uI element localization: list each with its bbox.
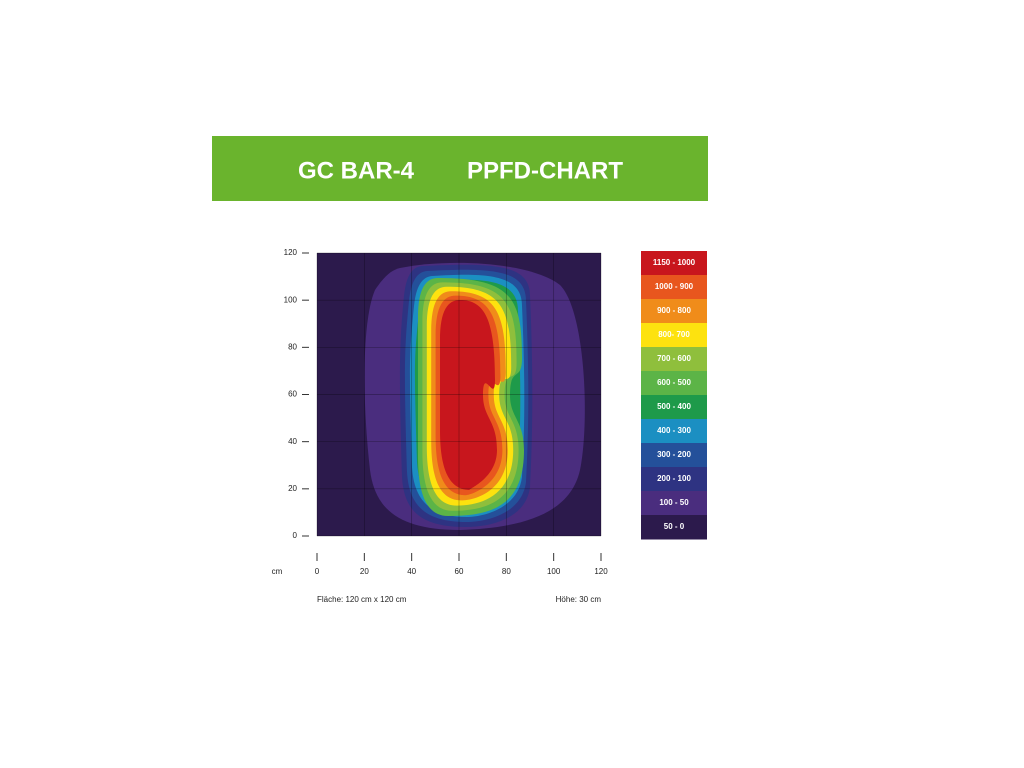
legend-swatch bbox=[641, 299, 707, 324]
legend-label: 900 - 800 bbox=[657, 306, 691, 315]
x-tick-label: 100 bbox=[547, 567, 561, 576]
y-tick-label: 80 bbox=[288, 342, 297, 351]
legend-label: 200 - 100 bbox=[657, 474, 691, 483]
legend-label: 400 - 300 bbox=[657, 426, 691, 435]
legend-swatch bbox=[641, 275, 707, 300]
y-tick-label: 40 bbox=[288, 437, 297, 446]
x-tick-label: 80 bbox=[502, 567, 511, 576]
legend-swatch bbox=[641, 395, 707, 420]
x-axis-label: cm bbox=[272, 567, 283, 576]
x-tick-label: 20 bbox=[360, 567, 369, 576]
legend-label: 300 - 200 bbox=[657, 450, 691, 459]
contour-band bbox=[440, 300, 497, 490]
legend-swatch bbox=[641, 515, 707, 540]
banner bbox=[212, 136, 708, 201]
legend-label: 600 - 500 bbox=[657, 378, 691, 387]
x-tick-label: 40 bbox=[407, 567, 416, 576]
legend-swatch bbox=[641, 323, 707, 348]
legend-swatch bbox=[641, 347, 707, 372]
legend-label: 1150 - 1000 bbox=[653, 258, 696, 267]
legend-swatch bbox=[641, 419, 707, 444]
note: Höhe: 30 cm bbox=[556, 595, 602, 604]
x-tick-label: 60 bbox=[455, 567, 464, 576]
legend-label: 800- 700 bbox=[658, 330, 690, 339]
legend-swatch bbox=[641, 491, 707, 516]
legend-label: 700 - 600 bbox=[657, 354, 691, 363]
x-tick-label: 0 bbox=[315, 567, 320, 576]
chart-title: GC BAR-4 bbox=[298, 157, 415, 184]
note: Fläche: 120 cm x 120 cm bbox=[317, 595, 407, 604]
legend-label: 1000 - 900 bbox=[655, 282, 694, 291]
chart-subtitle: PPFD-CHART bbox=[467, 157, 623, 184]
x-tick-label: 120 bbox=[594, 567, 608, 576]
legend-swatch bbox=[641, 371, 707, 396]
y-tick-label: 20 bbox=[288, 484, 297, 493]
legend-swatch bbox=[641, 251, 707, 276]
y-tick-label: 0 bbox=[293, 531, 298, 540]
plot-area bbox=[317, 253, 601, 536]
y-tick-label: 60 bbox=[288, 390, 297, 399]
legend-label: 100 - 50 bbox=[659, 498, 689, 507]
legend-label: 500 - 400 bbox=[657, 402, 691, 411]
y-tick-label: 100 bbox=[284, 295, 298, 304]
legend-swatch bbox=[641, 467, 707, 492]
legend-swatch bbox=[641, 443, 707, 468]
y-tick-label: 120 bbox=[284, 248, 298, 257]
legend-label: 50 - 0 bbox=[664, 522, 685, 531]
